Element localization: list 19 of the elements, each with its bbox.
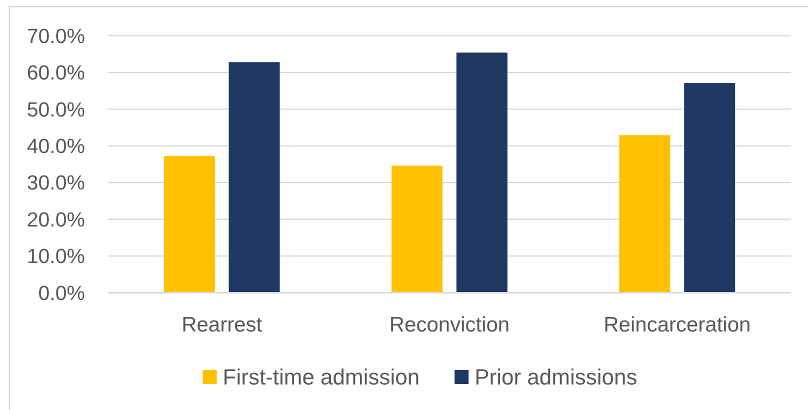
bar: [619, 135, 670, 293]
y-tick-label: 20.0%: [26, 208, 85, 232]
y-tick-label: 10.0%: [26, 245, 85, 268]
bar: [456, 52, 508, 293]
y-tick-label: 30.0%: [26, 172, 85, 195]
y-tick-label: 70.0%: [26, 24, 85, 48]
bar: [392, 166, 443, 293]
x-tick-label: Rearrest: [182, 314, 262, 336]
y-tick-label: 50.0%: [26, 98, 85, 122]
x-tick-label: Reconviction: [389, 314, 510, 336]
y-tick-label: 60.0%: [26, 62, 85, 85]
legend-label: First-time admission: [222, 364, 420, 390]
bar: [228, 62, 280, 293]
bar: [684, 83, 736, 293]
x-tick-label: Reincarceration: [604, 314, 751, 336]
legend-label: Prior admissions: [474, 364, 638, 390]
y-tick-label: 40.0%: [26, 135, 85, 158]
bar: [164, 156, 215, 293]
y-tick-label: 0.0%: [38, 282, 85, 305]
